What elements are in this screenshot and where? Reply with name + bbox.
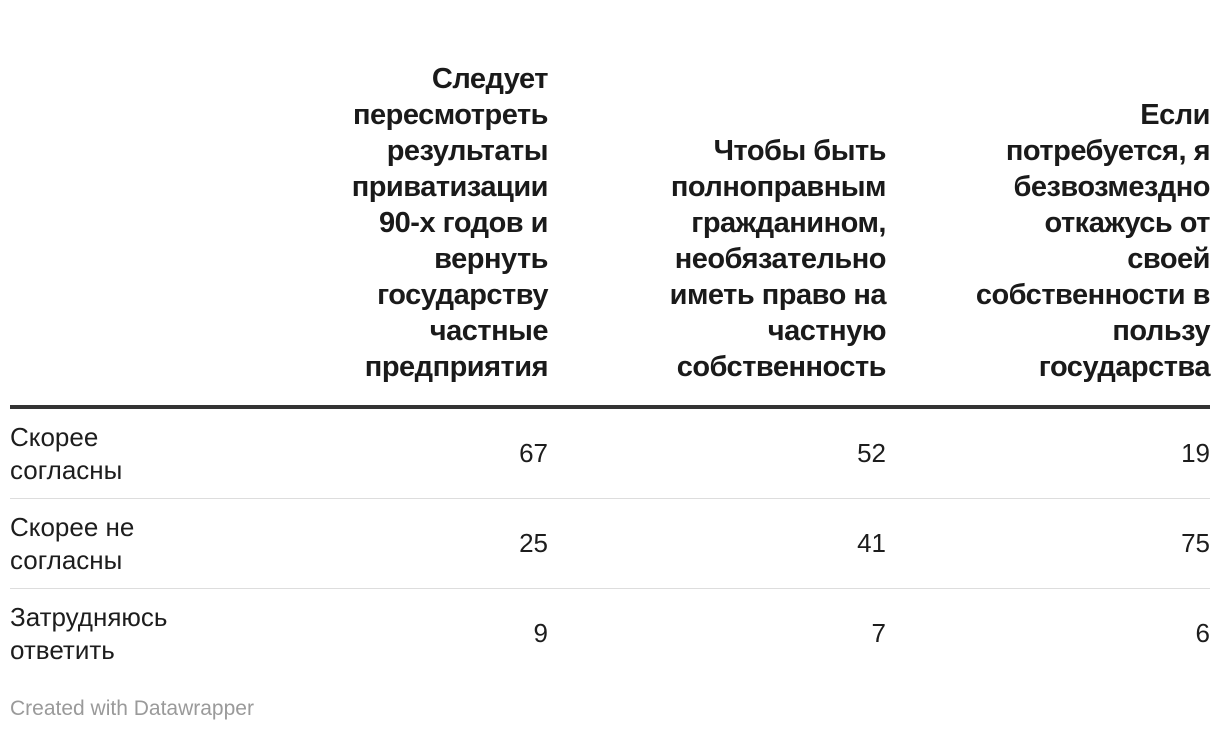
table-row: Скорее не согласны 25 41 75 bbox=[10, 498, 1210, 589]
column-header-property-giveaway[interactable]: Если потребуется, я безвозмездно откажус… bbox=[886, 0, 1211, 409]
column-header-text: Если потребуется, я безвозмездно откажус… bbox=[975, 99, 1211, 383]
table-cell-value: 7 bbox=[871, 618, 886, 648]
table-row: Скорее согласны 67 52 19 bbox=[10, 407, 1210, 499]
column-header-privatization[interactable]: Следует пересмотреть результаты приватиз… bbox=[210, 0, 549, 409]
table-cell-value: 9 bbox=[533, 618, 548, 648]
table-cell-value: 75 bbox=[886, 498, 1210, 589]
column-header-text: Чтобы быть полноправным гражданином, нео… bbox=[669, 135, 887, 383]
row-label-text: Скорее согласны bbox=[10, 421, 123, 485]
column-header-label-empty bbox=[10, 0, 210, 409]
data-table-container: Следует пересмотреть результаты приватиз… bbox=[10, 0, 1211, 679]
data-table: Следует пересмотреть результаты приватиз… bbox=[10, 0, 1211, 679]
footer-credit[interactable]: Created with Datawrapper bbox=[10, 697, 254, 720]
row-label-text: Скорее не согласны bbox=[10, 511, 135, 575]
column-header-citizenship[interactable]: Чтобы быть полноправным гражданином, нео… bbox=[548, 0, 887, 409]
row-label: Скорее не согласны bbox=[10, 498, 210, 589]
table-row: Затрудняюсь ответить 9 7 6 bbox=[10, 589, 1210, 679]
column-header-text: Следует пересмотреть результаты приватиз… bbox=[351, 63, 549, 383]
row-label: Скорее согласны bbox=[10, 407, 210, 499]
table-cell-value: 19 bbox=[886, 407, 1210, 499]
table-cell-value: 6 bbox=[1195, 618, 1210, 648]
table-header-row: Следует пересмотреть результаты приватиз… bbox=[10, 0, 1211, 409]
table-cell-value: 25 bbox=[210, 498, 548, 589]
table-cell-value: 41 bbox=[548, 498, 886, 589]
table-cell-value: 52 bbox=[548, 407, 886, 499]
table-cell-value: 67 bbox=[210, 407, 548, 499]
row-label-text: Затрудняюсь ответить bbox=[10, 601, 168, 665]
row-label: Затрудняюсь ответить bbox=[10, 589, 210, 679]
